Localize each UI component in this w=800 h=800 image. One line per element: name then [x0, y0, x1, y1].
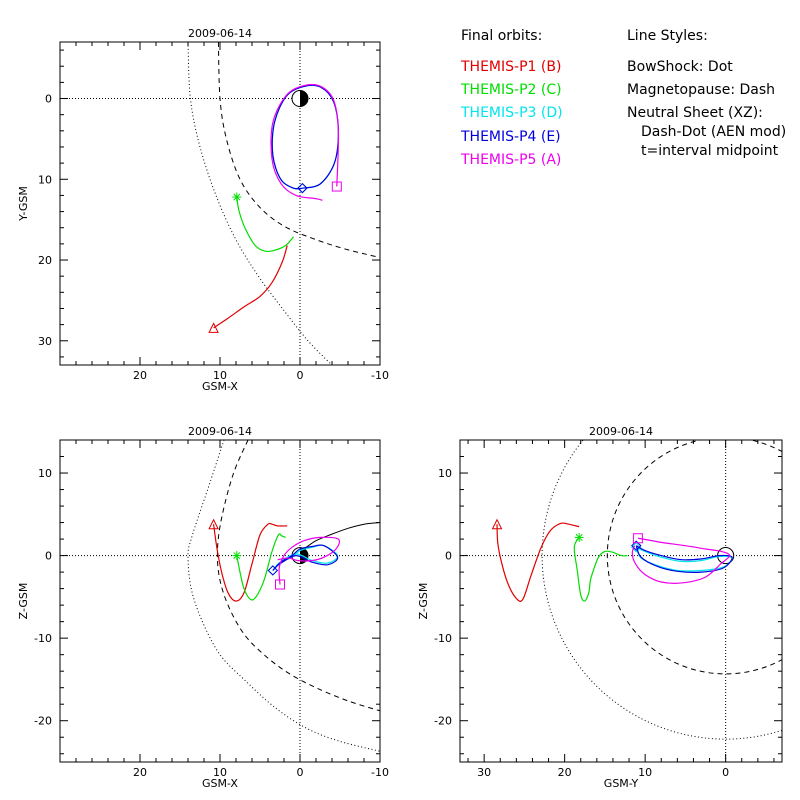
x-tick-label: 10: [213, 369, 227, 382]
y-axis-label: Z-GSM: [417, 583, 430, 620]
x-tick-label: 10: [638, 766, 652, 779]
x-tick-label: 0: [722, 766, 729, 779]
plot-area: [460, 440, 782, 762]
orbit-marker-p5: [275, 579, 285, 590]
line-styles-heading: Line Styles:: [627, 28, 708, 44]
orbit-marker-p3: [631, 542, 642, 553]
orbit-series-p5: [277, 536, 341, 585]
orbit-marker-p4: [631, 540, 642, 551]
orbit-marker-p1: [491, 518, 503, 530]
chart-title: 2009-06-14: [589, 425, 653, 438]
panel-3: 30 20 10 0 10 0 -10 -20 2009-06-14 GSM-Y Z-GSM: [417, 425, 783, 790]
orbit-marker-p1: [208, 518, 219, 530]
y-tick-label: -20: [34, 715, 52, 728]
legend-heading: Final orbits:: [461, 28, 542, 44]
y-tick-label: -10: [434, 632, 452, 645]
orbit-marker-p2: [574, 532, 584, 542]
orbit-series-p1: [496, 522, 580, 602]
x-tick-label: -10: [371, 766, 389, 779]
plot-area: [60, 440, 380, 762]
y-tick-label: -10: [34, 632, 52, 645]
plot-frame: [459, 439, 783, 763]
bow-shock-line: [187, 440, 380, 752]
x-tick-label: 20: [133, 766, 147, 779]
orbit-marker-p5: [632, 533, 643, 544]
plot-frame: [59, 439, 381, 763]
orbit-series-p5: [270, 83, 340, 201]
orbit-series-p2: [236, 533, 286, 601]
panel-2: 20 10 0 -10 10 0 -10 -20 2009-06-14 GSM-X Z-GSM: [17, 425, 389, 790]
legend-item-p5: THEMIS-P5 (A): [460, 152, 561, 168]
orbit-series-p2: [236, 196, 295, 253]
orbit-series-p2: [573, 537, 628, 602]
x-tick-label: 0: [297, 369, 304, 382]
x-tick-label: 20: [558, 766, 572, 779]
legend-item-p3: THEMIS-P3 (D): [460, 105, 563, 121]
orbit-marker-p2: [232, 192, 242, 202]
x-axis-label: GSM-X: [202, 777, 238, 790]
orbit-marker-p4: [267, 565, 279, 576]
line-style-neutral-sheet: Neutral Sheet (XZ):: [627, 105, 763, 121]
y-tick-label: -20: [434, 715, 452, 728]
y-axis-label: Y-GSM: [17, 186, 30, 222]
plot-area: [60, 42, 380, 365]
y-tick-label: 0: [45, 550, 52, 563]
orbit-marker-p1: [208, 322, 219, 333]
x-tick-label: 10: [213, 766, 227, 779]
final-orbits-legend: Final orbits: THEMIS-P1 (B) THEMIS-P2 (C…: [460, 28, 563, 168]
line-styles-legend: Line Styles: BowShock: Dot Magnetopause:…: [627, 28, 786, 159]
neutral-sheet-line: [303, 522, 380, 550]
y-tick-label: 0: [45, 93, 52, 106]
orbit-series-p5: [631, 537, 731, 584]
y-tick-label: 10: [38, 173, 52, 186]
y-axis-label: Z-GSM: [17, 583, 30, 620]
legend-item-p4: THEMIS-P4 (E): [460, 129, 561, 145]
orbit-series-p4: [272, 544, 339, 571]
x-tick-label: 20: [133, 369, 147, 382]
bow-shock-line: [187, 42, 333, 365]
legend-item-p2: THEMIS-P2 (C): [460, 82, 562, 98]
earth-night-side: [300, 90, 308, 107]
orbit-series-p1: [213, 522, 288, 602]
x-tick-label: 30: [477, 766, 491, 779]
orbit-series-p4: [635, 545, 733, 573]
legend-item-p1: THEMIS-P1 (B): [460, 59, 561, 75]
line-style-bowshock: BowShock: Dot: [627, 59, 733, 75]
x-tick-label: 0: [297, 766, 304, 779]
y-tick-label: 10: [38, 467, 52, 480]
magnetopause-line: [606, 440, 782, 675]
line-style-magnetopause: Magnetopause: Dash: [627, 82, 775, 98]
line-style-dash-dot: Dash-Dot (AEN mod): [641, 124, 786, 140]
y-tick-label: 0: [445, 550, 452, 563]
orbit-marker-p4: [297, 182, 308, 194]
magnetopause-line: [217, 42, 380, 259]
panel-1: 20 10 0 -10 0 10 20 30 2009-06-14 GSM-X Y-GSM: [17, 27, 389, 393]
chart-title: 2009-06-14: [188, 27, 252, 40]
x-tick-label: -10: [371, 369, 389, 382]
magnetopause-line: [216, 440, 380, 712]
chart-title: 2009-06-14: [188, 425, 252, 438]
y-tick-label: 10: [438, 467, 452, 480]
x-axis-label: GSM-Y: [604, 777, 639, 790]
orbit-marker-p2: [232, 551, 242, 561]
y-tick-label: 30: [38, 335, 52, 348]
y-tick-label: 20: [38, 254, 52, 267]
x-axis-label: GSM-X: [202, 380, 238, 393]
orbit-series-p1: [213, 245, 288, 329]
orbit-marker-p5: [331, 181, 342, 192]
orbit-series-p4: [271, 84, 340, 190]
line-style-midpoint: t=interval midpoint: [641, 143, 779, 159]
